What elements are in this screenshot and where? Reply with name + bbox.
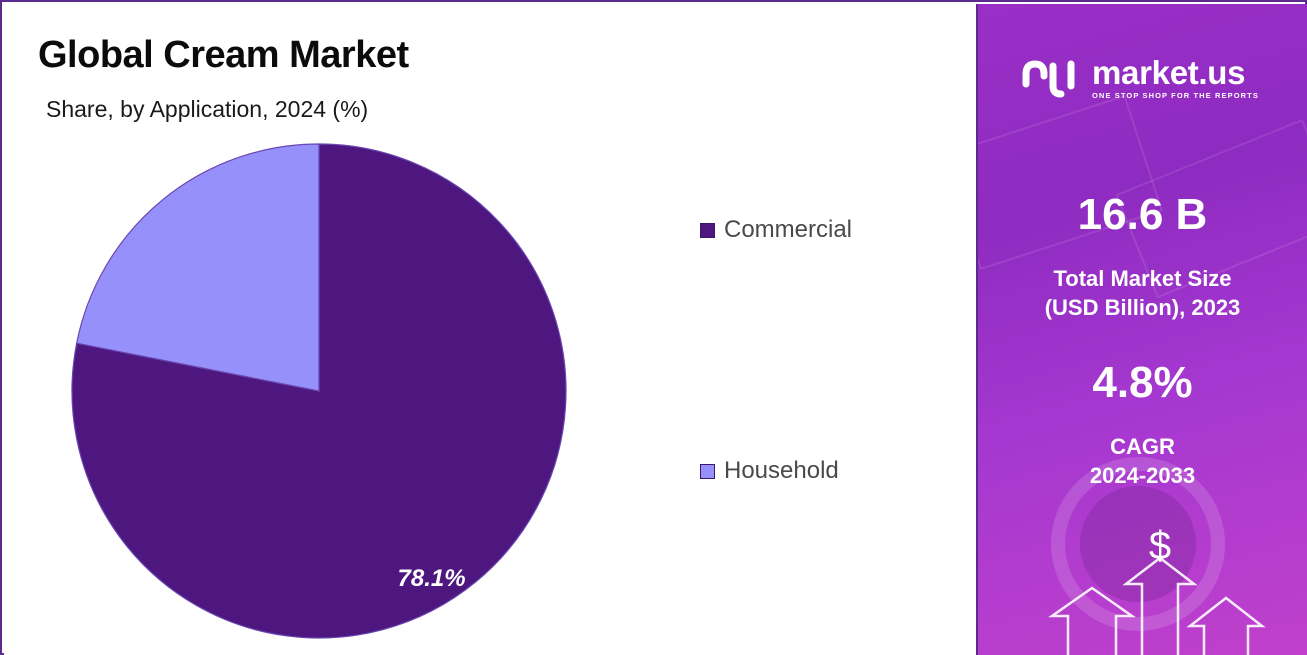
market-size-value: 16.6 B — [1077, 190, 1208, 239]
pie-chart: 78.1% — [71, 143, 567, 639]
cagr-label-line2: 2024-2033 — [1089, 463, 1196, 488]
chart-panel: Global Cream Market Share, by Applicatio… — [4, 4, 978, 655]
arrow-icons — [1048, 556, 1266, 655]
background-decoration: $ — [978, 94, 1307, 655]
legend-swatch-household — [700, 463, 715, 479]
brand-tagline: ONE STOP SHOP FOR THE REPORTS — [1092, 90, 1259, 100]
brand-name: market.us — [1092, 53, 1246, 91]
data-label-commercial: 78.1% — [398, 565, 466, 592]
pie-slice-household — [75, 143, 320, 392]
chart-subtitle: Share, by Application, 2024 (%) — [46, 96, 369, 122]
legend-label-household: Household — [724, 457, 839, 484]
cagr-value: 4.8% — [1092, 358, 1193, 407]
market-size-label-line2: (USD Billion), 2023 — [1044, 295, 1241, 320]
summary-panel: $ market.us ONE STOP SHOP FOR THE REPORT… — [978, 4, 1307, 655]
legend-label-commercial: Commercial — [724, 216, 853, 243]
chart-title: Global Cream Market — [38, 34, 409, 76]
brand-logo: market.us ONE STOP SHOP FOR THE REPORTS — [1020, 54, 1259, 102]
dollar-symbol: $ — [1149, 524, 1171, 568]
market-size-label-line1: Total Market Size — [1053, 266, 1232, 291]
legend-swatch-commercial — [700, 222, 715, 238]
legend-item-commercial: Commercial — [700, 216, 852, 244]
cagr-label-line1: CAGR — [1110, 434, 1175, 459]
market-us-logo-icon — [1022, 60, 1075, 98]
legend-item-household: Household — [700, 457, 839, 485]
